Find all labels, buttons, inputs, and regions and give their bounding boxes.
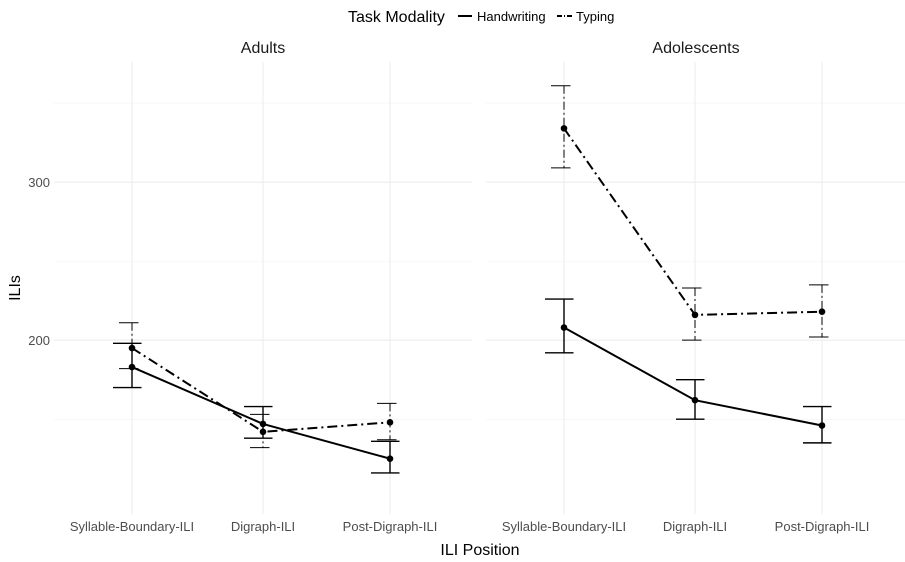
- data-point: [818, 308, 826, 316]
- x-tick-label: Digraph-ILI: [231, 519, 295, 534]
- x-tick-label: Syllable-Boundary-ILI: [502, 519, 626, 534]
- data-point: [128, 344, 136, 352]
- data-point: [818, 422, 826, 429]
- data-point: [259, 420, 267, 428]
- data-point: [691, 311, 699, 319]
- error-bar: [119, 322, 139, 370]
- series-line-handwriting: [131, 366, 391, 460]
- error-bar: [545, 298, 574, 354]
- error-bar: [682, 287, 702, 341]
- panel-adolescents: Adolescents Syllable-Boundary-ILI Digraph-…: [486, 40, 905, 534]
- error-bar: [113, 342, 142, 389]
- error-bar: [676, 378, 705, 420]
- x-tick-label: Digraph-ILI: [663, 519, 727, 534]
- data-point: [259, 428, 267, 436]
- data-point: [386, 419, 394, 426]
- x-tick-label: Syllable-Boundary-ILI: [70, 519, 194, 534]
- legend: Handwriting Typing: [458, 9, 614, 24]
- error-bar: [809, 284, 829, 338]
- y-axis-title: ILIs: [7, 275, 24, 301]
- y-tick-label: 300: [28, 175, 50, 190]
- series-typing: [551, 85, 829, 341]
- series-handwriting: [545, 298, 832, 444]
- legend-title: Task Modality: [348, 9, 445, 26]
- x-tick-label: Post-Digraph-ILI: [343, 519, 438, 534]
- data-point: [560, 125, 568, 132]
- series-typing: [119, 322, 397, 449]
- error-bar: [551, 85, 571, 169]
- error-bar: [377, 402, 397, 441]
- x-tick-label: Post-Digraph-ILI: [775, 519, 870, 534]
- legend-label-typing: Typing: [576, 9, 614, 24]
- x-axis-title: ILI Position: [440, 542, 519, 559]
- y-tick-label: 200: [28, 333, 50, 348]
- series-line-typing: [563, 127, 823, 316]
- series-line-handwriting: [563, 326, 823, 427]
- data-point: [560, 324, 568, 331]
- panel-title-adolescents: Adolescents: [652, 40, 739, 57]
- panel-title-adults: Adults: [241, 40, 285, 57]
- panel-adults: Adults 200 300 Syllable-Boundary-ILI Digraph…: [28, 40, 472, 534]
- panels: Adults 200 300 Syllable-Boundary-ILI Digraph…: [28, 40, 905, 534]
- data-point: [386, 455, 394, 462]
- legend-label-handwriting: Handwriting: [477, 9, 546, 24]
- data-point: [691, 396, 699, 404]
